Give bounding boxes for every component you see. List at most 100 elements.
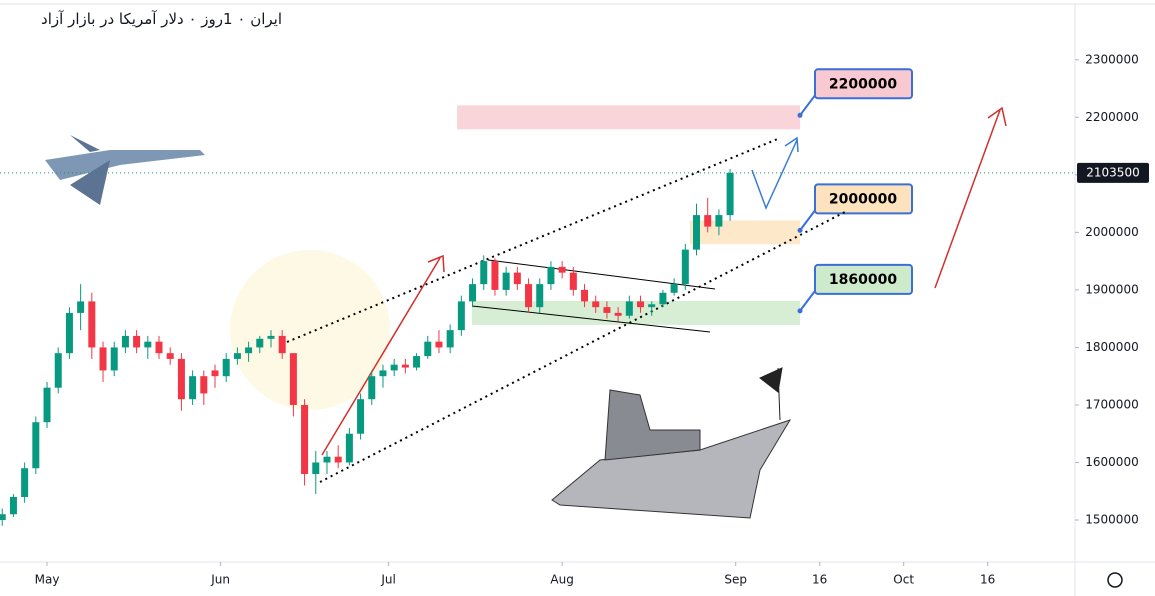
- candle-body: [245, 347, 253, 354]
- candle-body: [267, 335, 275, 339]
- x-tick-label: 16: [812, 573, 827, 587]
- candle-body: [323, 456, 331, 463]
- zones: 2200000 2000000 1860000: [457, 68, 913, 325]
- level-zone: [472, 300, 800, 325]
- candle-body: [289, 353, 297, 405]
- candle-body: [715, 215, 723, 227]
- candle-body: [726, 172, 734, 216]
- arrow-1: [321, 254, 445, 456]
- candle-body: [345, 433, 353, 463]
- watermark: [230, 250, 390, 410]
- y-tick-label: 1700000: [1085, 397, 1138, 411]
- y-tick-label: 2000000: [1085, 225, 1138, 239]
- candle-body: [648, 304, 656, 308]
- level-dot: [797, 112, 803, 118]
- channel: [286, 137, 846, 483]
- candle-body: [166, 353, 174, 359]
- candle-body: [390, 364, 398, 371]
- candle-body: [334, 456, 342, 463]
- x-tick-label: May: [35, 573, 60, 587]
- candle-body: [256, 338, 264, 348]
- candle-body: [435, 341, 443, 348]
- candle-body: [457, 301, 465, 331]
- candle-body: [278, 335, 286, 354]
- level-pointer: [799, 209, 816, 231]
- candle-body: [233, 353, 241, 359]
- candle-body: [200, 376, 208, 394]
- candle-body: [379, 370, 387, 377]
- y-tick-label: 1600000: [1085, 455, 1138, 469]
- x-tick-label: Jun: [210, 573, 230, 587]
- blue-path: [751, 136, 799, 210]
- candle-body: [21, 468, 29, 497]
- candle-body: [65, 312, 73, 354]
- candle-body: [88, 301, 96, 348]
- candles: [0, 169, 734, 526]
- candle-body: [536, 284, 544, 308]
- candle-body: [480, 261, 488, 285]
- candle-body: [603, 307, 611, 313]
- y-tick-label: 1800000: [1085, 340, 1138, 354]
- candle-body: [670, 284, 678, 293]
- candle-body: [592, 301, 600, 308]
- candle-body: [357, 399, 365, 434]
- candle-body: [43, 387, 51, 423]
- candle-body: [614, 312, 622, 316]
- level-pointer: [799, 290, 816, 312]
- arrow-2: [934, 106, 1007, 289]
- candle-body: [446, 330, 454, 348]
- settings-icon: [1107, 572, 1123, 588]
- candle-body: [401, 364, 409, 368]
- candle-body: [54, 353, 62, 388]
- chart-title: ایران ۰ 1روز ۰ دلار آمریکا در بازار آزاد: [41, 10, 282, 28]
- candle-body: [704, 215, 712, 227]
- y-tick-label: 2300000: [1085, 52, 1138, 66]
- candle-body: [110, 347, 118, 371]
- level-dot: [797, 308, 803, 314]
- candle-body: [569, 272, 577, 290]
- candle-body: [558, 266, 566, 273]
- candle-body: [581, 289, 589, 302]
- candle-body: [133, 335, 141, 348]
- candle-body: [368, 376, 376, 400]
- x-tick-label: Aug: [550, 573, 573, 587]
- last-price-box: [1077, 162, 1149, 183]
- candle-body: [413, 356, 421, 368]
- candle-body: [513, 272, 521, 285]
- channel-bottom: [319, 211, 846, 483]
- candle-body: [424, 341, 432, 357]
- channel-top: [286, 137, 781, 343]
- level-label: 2200000: [829, 76, 897, 92]
- y-tick-label: 1900000: [1085, 282, 1138, 296]
- candle-body: [77, 301, 85, 313]
- level-box: [814, 68, 913, 100]
- level-pointer: [799, 94, 816, 116]
- candle-body: [312, 462, 320, 474]
- last-price-label: 2103500: [1086, 165, 1139, 179]
- x-tick-label: Jul: [380, 573, 395, 587]
- x-tick-label: Sep: [724, 573, 747, 587]
- candle-body: [0, 514, 6, 521]
- candle-body: [99, 347, 107, 371]
- flag-bottom: [471, 305, 711, 333]
- candle-body: [637, 301, 645, 308]
- candle-body: [491, 261, 499, 290]
- x-tick-label: 16: [980, 573, 995, 587]
- candle-body: [144, 341, 152, 348]
- candle-body: [9, 496, 17, 515]
- level-label: 1860000: [829, 272, 897, 288]
- level-box: [814, 183, 913, 215]
- candle-body: [681, 249, 689, 285]
- candle-body: [32, 422, 40, 469]
- candle-body: [547, 266, 555, 285]
- candle-body: [177, 358, 185, 400]
- level-box: [814, 263, 913, 295]
- candle-body: [469, 284, 477, 302]
- level-dot: [797, 227, 803, 233]
- y-tick-label: 1500000: [1085, 513, 1138, 527]
- candle-body: [222, 358, 230, 377]
- candle-body: [693, 215, 701, 250]
- candle-body: [121, 335, 129, 348]
